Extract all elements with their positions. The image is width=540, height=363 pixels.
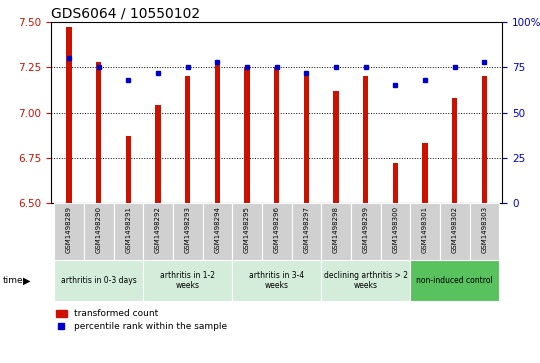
Text: GSM1498302: GSM1498302 xyxy=(452,206,458,253)
Bar xyxy=(156,105,161,203)
Bar xyxy=(232,260,321,301)
Text: GSM1498294: GSM1498294 xyxy=(214,206,220,253)
Text: arthritis in 1-2
weeks: arthritis in 1-2 weeks xyxy=(160,271,215,290)
Text: GSM1498297: GSM1498297 xyxy=(303,206,309,253)
Bar xyxy=(321,203,351,260)
Bar xyxy=(84,203,113,260)
Bar xyxy=(245,67,250,203)
Text: GSM1498290: GSM1498290 xyxy=(96,206,102,253)
Bar xyxy=(393,163,398,203)
Text: non-induced control: non-induced control xyxy=(416,276,493,285)
Bar xyxy=(54,260,143,301)
Text: declining arthritis > 2
weeks: declining arthritis > 2 weeks xyxy=(324,271,408,290)
Bar xyxy=(66,27,72,203)
Text: GSM1498292: GSM1498292 xyxy=(155,206,161,253)
Bar xyxy=(482,76,487,203)
Bar xyxy=(232,203,262,260)
Bar xyxy=(452,98,457,203)
Text: GSM1498298: GSM1498298 xyxy=(333,206,339,253)
Bar xyxy=(363,76,368,203)
Bar xyxy=(96,62,102,203)
Bar xyxy=(303,76,309,203)
Bar xyxy=(143,260,232,301)
Text: GSM1498301: GSM1498301 xyxy=(422,206,428,253)
Bar xyxy=(410,260,500,301)
Bar xyxy=(262,203,292,260)
Bar xyxy=(422,143,428,203)
Bar xyxy=(215,62,220,203)
Text: GDS6064 / 10550102: GDS6064 / 10550102 xyxy=(51,7,200,21)
Text: GSM1498295: GSM1498295 xyxy=(244,206,250,253)
Bar xyxy=(143,203,173,260)
Text: arthritis in 3-4
weeks: arthritis in 3-4 weeks xyxy=(249,271,305,290)
Bar xyxy=(185,76,191,203)
Text: GSM1498293: GSM1498293 xyxy=(185,206,191,253)
Bar xyxy=(333,91,339,203)
Text: time: time xyxy=(3,276,23,285)
Bar xyxy=(173,203,202,260)
Bar xyxy=(292,203,321,260)
Text: GSM1498296: GSM1498296 xyxy=(274,206,280,253)
Text: ▶: ▶ xyxy=(23,276,30,285)
Bar xyxy=(351,203,381,260)
Bar xyxy=(410,203,440,260)
Text: GSM1498300: GSM1498300 xyxy=(393,206,399,253)
Text: GSM1498289: GSM1498289 xyxy=(66,206,72,253)
Bar xyxy=(113,203,143,260)
Bar xyxy=(202,203,232,260)
Bar xyxy=(381,203,410,260)
Legend: transformed count, percentile rank within the sample: transformed count, percentile rank withi… xyxy=(56,309,227,331)
Bar xyxy=(274,67,279,203)
Text: GSM1498291: GSM1498291 xyxy=(125,206,131,253)
Bar xyxy=(470,203,500,260)
Bar xyxy=(54,203,84,260)
Bar xyxy=(321,260,410,301)
Text: GSM1498303: GSM1498303 xyxy=(481,206,488,253)
Bar xyxy=(126,136,131,203)
Text: arthritis in 0-3 days: arthritis in 0-3 days xyxy=(61,276,137,285)
Bar xyxy=(440,203,470,260)
Text: GSM1498299: GSM1498299 xyxy=(363,206,369,253)
